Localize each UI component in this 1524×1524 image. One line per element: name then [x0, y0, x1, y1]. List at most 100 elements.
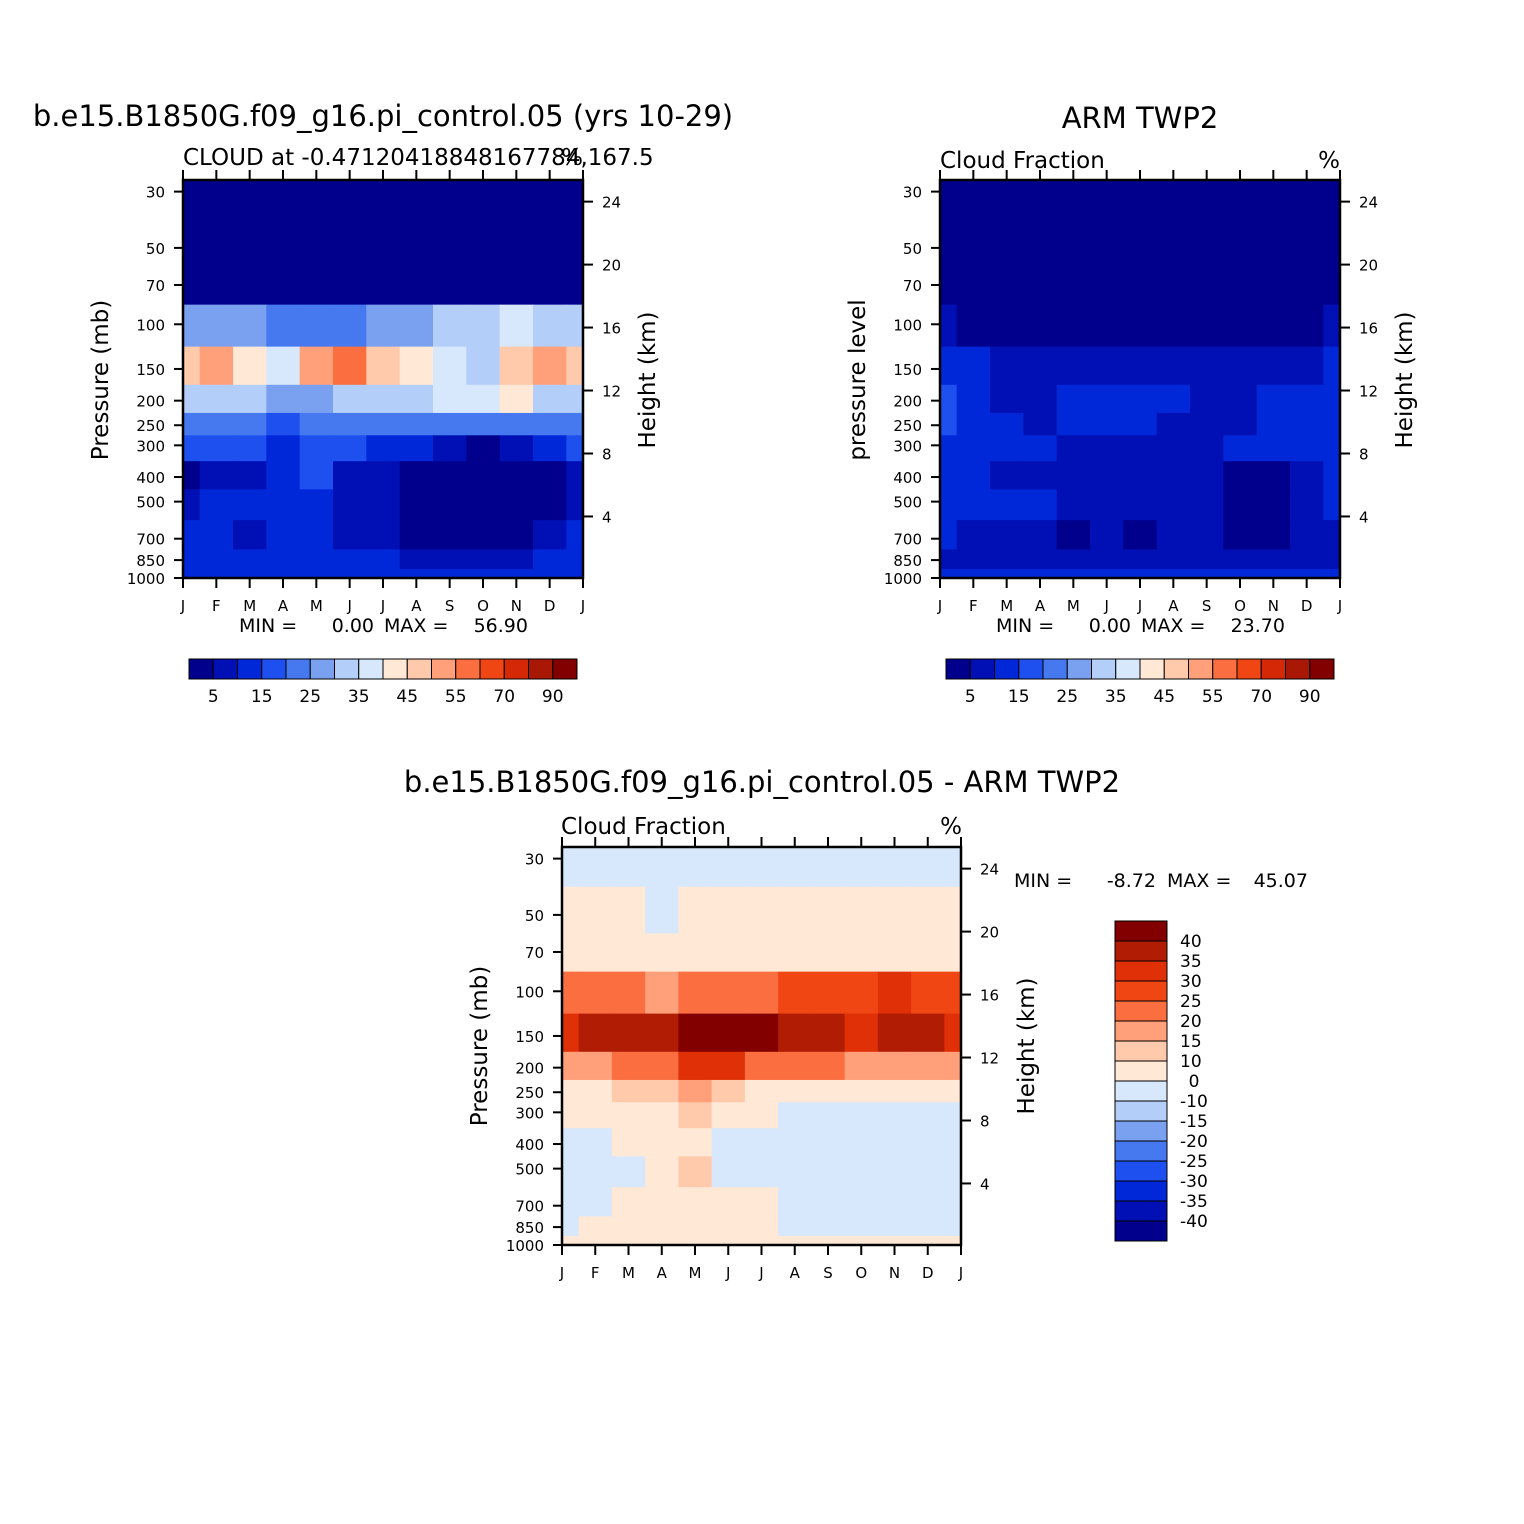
diff-cell: [811, 1013, 846, 1053]
diff-xtick-label: S: [823, 1264, 833, 1282]
diff-cell: [911, 1216, 945, 1237]
diff-colorbar-label: -30: [1180, 1172, 1208, 1192]
diff-cell: [877, 1236, 912, 1246]
model-cell: [499, 569, 534, 579]
obs-ytick-label: 250: [893, 417, 922, 435]
diff-cell: [611, 847, 646, 888]
diff-cell: [578, 1187, 613, 1217]
diff-cell: [778, 933, 812, 973]
obs-cell: [940, 435, 958, 462]
diff-cell: [811, 933, 846, 973]
model-cell: [566, 180, 584, 221]
model-cell: [366, 435, 401, 462]
model-ytick-right-label: 20: [602, 257, 621, 275]
diff-cell: [744, 1102, 779, 1129]
model-colorbar-swatch: [334, 658, 360, 680]
diff-cell: [778, 1102, 812, 1129]
diff-cell: [911, 971, 945, 1015]
model-colorbar-swatch: [382, 658, 408, 680]
diff-cell: [877, 1216, 912, 1237]
diff-colorbar-label: -20: [1180, 1132, 1208, 1152]
model-cell: [183, 180, 201, 221]
diff-cell: [944, 1216, 962, 1237]
model-colorbar-swatch: [455, 658, 481, 680]
obs-cell: [1090, 520, 1124, 550]
diff-cell: [944, 1013, 962, 1053]
obs-cell: [1023, 266, 1058, 306]
diff-cell: [711, 1079, 746, 1103]
obs-cell: [1256, 412, 1291, 436]
obs-xtick-label: F: [969, 597, 978, 615]
diff-cell: [911, 1236, 945, 1246]
model-cell: [566, 461, 584, 490]
obs-cell: [940, 266, 958, 306]
model-cell: [183, 489, 201, 521]
obs-colorbar-label: 25: [1056, 687, 1078, 707]
obs-colorbar-swatch: [1163, 658, 1189, 680]
diff-title: b.e15.B1850G.f09_g16.pi_control.05 - ARM…: [404, 765, 1120, 799]
model-cell: [466, 304, 501, 348]
diff-cell: [562, 886, 580, 935]
model-cell: [433, 266, 467, 306]
diff-colorbar-label: 20: [1180, 1012, 1202, 1032]
obs-plot-area: J F M A M J J A S O N D J 30 50 70 100 150 200 250 300 400 500…: [884, 170, 1378, 615]
model-ytick-label: 700: [136, 531, 165, 549]
model-cell: [299, 520, 334, 550]
model-cell: [333, 384, 367, 414]
model-cell: [433, 219, 467, 268]
diff-cell: [778, 1187, 812, 1217]
model-cell: [299, 489, 334, 521]
diff-cell: [811, 1102, 846, 1129]
model-cell: [466, 569, 501, 579]
diff-cell: [944, 1102, 962, 1129]
diff-xtick-label: J: [958, 1264, 963, 1282]
obs-cell: [1223, 346, 1258, 386]
obs-cell: [1190, 346, 1224, 386]
model-cell: [499, 435, 534, 462]
obs-cell: [1223, 304, 1258, 348]
diff-ytick-label: 700: [515, 1198, 544, 1216]
obs-cell: [1090, 569, 1124, 579]
diff-cell: [678, 971, 713, 1015]
diff-colorbar-swatch: [1114, 1040, 1168, 1062]
model-cell: [433, 461, 467, 490]
diff-cell: [678, 886, 713, 935]
obs-ytick-label: 300: [893, 437, 922, 455]
obs-cell: [1156, 346, 1191, 386]
diff-cell: [844, 933, 879, 973]
obs-ytick-right-label: 4: [1359, 508, 1369, 526]
model-cell: [533, 435, 567, 462]
diff-xtick-label: A: [790, 1264, 801, 1282]
obs-ytick-right-label: 20: [1359, 257, 1378, 275]
model-ylabel-right: Height (km): [635, 311, 661, 448]
obs-cell: [1090, 435, 1124, 462]
model-cell: [233, 520, 267, 550]
model-ylabel: Pressure (mb): [88, 300, 114, 460]
model-cell: [566, 435, 584, 462]
obs-cell: [1123, 304, 1158, 348]
model-cell: [399, 304, 434, 348]
obs-colorbar-swatch: [969, 658, 995, 680]
diff-cell: [562, 1236, 580, 1246]
diff-cell: [645, 1013, 679, 1053]
obs-colorbar-swatch: [1091, 658, 1117, 680]
model-cell: [233, 569, 267, 579]
model-cell: [499, 180, 534, 221]
diff-cell: [911, 1079, 945, 1103]
diff-cell: [645, 933, 679, 973]
obs-cell: [1156, 266, 1191, 306]
diff-cell: [611, 933, 646, 973]
diff-cell: [578, 971, 613, 1015]
diff-cell: [877, 1079, 912, 1103]
obs-cell: [956, 346, 991, 386]
model-cell: [233, 435, 267, 462]
obs-cell: [1290, 435, 1324, 462]
model-cell: [466, 461, 501, 490]
diff-cell: [844, 1051, 879, 1081]
obs-cell: [940, 219, 958, 268]
diff-cell: [844, 1128, 879, 1157]
model-cell: [233, 489, 267, 521]
model-cell: [299, 180, 334, 221]
model-cell: [299, 219, 334, 268]
